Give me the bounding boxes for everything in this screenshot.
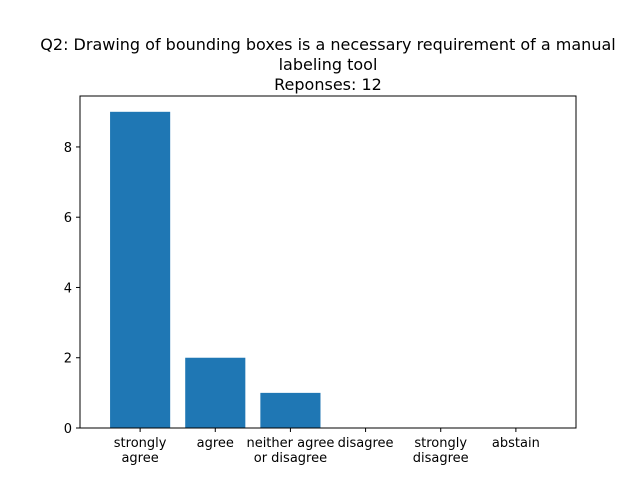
x-tick-label: agree	[121, 451, 158, 466]
y-tick-label: 4	[64, 281, 72, 296]
x-tick-label: strongly	[114, 436, 167, 451]
chart-title-line: Q2: Drawing of bounding boxes is a neces…	[40, 35, 615, 54]
x-tick-label: agree	[197, 436, 234, 451]
y-tick-label: 6	[64, 211, 72, 226]
y-tick-label: 0	[64, 422, 72, 437]
chart-title: Q2: Drawing of bounding boxes is a neces…	[40, 35, 615, 94]
y-tick-label: 2	[64, 352, 72, 367]
x-tick-label: neither agree	[246, 436, 334, 451]
x-tick-label: strongly	[414, 436, 467, 451]
x-tick-label: disagree	[338, 436, 394, 451]
chart-title-line: Reponses: 12	[274, 75, 382, 94]
bars-group	[110, 111, 321, 429]
plot-frame	[79, 95, 577, 429]
x-tick-label: or disagree	[254, 451, 327, 466]
y-axis: 0 2 4 6 8	[64, 141, 80, 437]
bar	[110, 111, 171, 429]
x-tick-label: abstain	[492, 436, 540, 451]
x-tick-label: disagree	[413, 451, 469, 466]
bar	[260, 392, 321, 428]
chart-title-line: labeling tool	[279, 55, 378, 74]
bar	[185, 357, 246, 428]
y-tick-label: 8	[64, 141, 72, 156]
